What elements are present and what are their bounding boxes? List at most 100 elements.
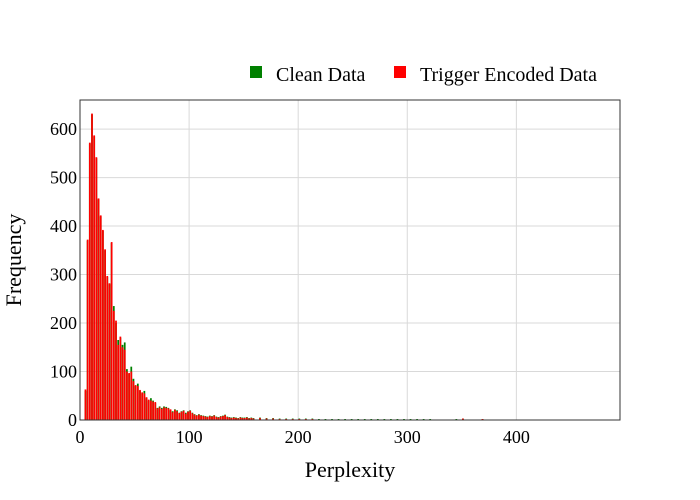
bar-trigger-encoded-data — [193, 414, 196, 420]
y-tick-label: 600 — [50, 119, 77, 139]
bar-trigger-encoded-data — [202, 416, 205, 420]
bar-trigger-encoded-data — [95, 157, 98, 420]
bar-trigger-encoded-data — [86, 239, 89, 420]
bar-trigger-encoded-data — [174, 409, 176, 420]
gridlines — [80, 100, 620, 420]
bar-trigger-encoded-data — [156, 408, 159, 420]
x-tick-label: 300 — [394, 427, 421, 447]
bar-trigger-encoded-data — [143, 393, 146, 420]
bar-trigger-encoded-data — [248, 418, 250, 420]
bar-trigger-encoded-data — [126, 371, 128, 420]
bar-trigger-encoded-data — [108, 283, 111, 420]
bar-trigger-encoded-data — [246, 417, 248, 420]
bar-trigger-encoded-data — [217, 417, 220, 420]
bar-trigger-encoded-data — [219, 416, 222, 420]
bar-trigger-encoded-data — [136, 386, 139, 420]
bar-trigger-encoded-data — [272, 418, 274, 420]
bar-trigger-encoded-data — [110, 242, 113, 420]
bar-trigger-encoded-data — [215, 417, 218, 420]
bar-trigger-encoded-data — [265, 418, 268, 420]
bar-trigger-encoded-data — [200, 415, 202, 420]
bar-trigger-encoded-data — [134, 385, 137, 420]
bar-trigger-encoded-data — [167, 408, 170, 420]
bar-trigger-encoded-data — [250, 418, 253, 420]
bar-trigger-encoded-data — [145, 397, 148, 420]
bar-trigger-encoded-data — [224, 415, 226, 420]
bar-trigger-encoded-data — [123, 349, 126, 420]
bar-trigger-encoded-data — [230, 418, 233, 420]
bar-trigger-encoded-data — [232, 417, 235, 420]
bar-trigger-encoded-data — [91, 113, 93, 421]
legend: Clean Data Trigger Encoded Data — [250, 64, 597, 86]
bar-trigger-encoded-data — [211, 416, 213, 420]
bar-trigger-encoded-data — [112, 310, 115, 420]
bar-trigger-encoded-data — [93, 135, 96, 421]
bar-trigger-encoded-data — [213, 415, 216, 420]
bar-trigger-encoded-data — [169, 409, 172, 420]
x-tick-label: 400 — [503, 427, 530, 447]
y-tick-label: 200 — [50, 313, 77, 333]
x-tick-label: 0 — [76, 427, 85, 447]
bar-trigger-encoded-data — [171, 412, 174, 420]
bar-trigger-encoded-data — [204, 416, 207, 420]
bar-trigger-encoded-data — [195, 415, 198, 420]
legend-swatch-clean — [250, 66, 262, 78]
bar-trigger-encoded-data — [180, 411, 183, 420]
bar-trigger-encoded-data — [88, 142, 91, 420]
histogram-bars — [84, 113, 602, 421]
bar-trigger-encoded-data — [176, 411, 178, 420]
y-tick-label: 100 — [50, 362, 77, 382]
bar-trigger-encoded-data — [187, 411, 189, 420]
legend-swatch-trigger — [394, 66, 406, 78]
x-tick-label: 100 — [176, 427, 203, 447]
bar-trigger-encoded-data — [132, 381, 135, 420]
bar-trigger-encoded-data — [141, 392, 144, 420]
bar-trigger-encoded-data — [226, 417, 229, 420]
bar-trigger-encoded-data — [99, 215, 102, 420]
bar-trigger-encoded-data — [241, 418, 244, 420]
bar-trigger-encoded-data — [115, 320, 117, 420]
bar-trigger-encoded-data — [97, 198, 100, 420]
legend-label-trigger: Trigger Encoded Data — [420, 64, 597, 86]
x-axis-ticks: 0 100 200 300 400 — [76, 427, 530, 447]
bar-trigger-encoded-data — [252, 418, 255, 420]
bar-trigger-encoded-data — [198, 414, 200, 420]
bar-trigger-encoded-data — [150, 400, 152, 420]
bar-trigger-encoded-data — [184, 413, 187, 420]
y-axis-ticks: 0 100 200 300 400 500 600 — [50, 119, 77, 430]
bar-trigger-encoded-data — [152, 401, 154, 420]
bar-trigger-encoded-data — [158, 407, 161, 420]
bar-trigger-encoded-data — [119, 336, 122, 420]
y-tick-label: 500 — [50, 168, 77, 188]
bar-trigger-encoded-data — [165, 407, 168, 420]
y-tick-label: 300 — [50, 265, 77, 285]
x-axis-title: Perplexity — [305, 457, 395, 482]
bar-trigger-encoded-data — [222, 416, 224, 420]
y-tick-label: 0 — [68, 410, 77, 430]
bar-trigger-encoded-data — [147, 399, 150, 420]
bar-trigger-encoded-data — [462, 418, 464, 420]
bar-trigger-encoded-data — [154, 402, 157, 420]
bar-trigger-encoded-data — [189, 410, 192, 420]
bar-trigger-encoded-data — [139, 389, 141, 420]
bar-trigger-encoded-data — [106, 276, 109, 420]
legend-label-clean: Clean Data — [276, 64, 366, 86]
bar-trigger-encoded-data — [237, 418, 240, 420]
bar-trigger-encoded-data — [84, 389, 87, 420]
bar-trigger-encoded-data — [104, 249, 106, 420]
bar-trigger-encoded-data — [259, 418, 261, 420]
bar-trigger-encoded-data — [239, 417, 242, 420]
y-axis-title: Frequency — [1, 214, 26, 307]
bar-trigger-encoded-data — [163, 407, 165, 420]
x-tick-label: 200 — [285, 427, 312, 447]
bar-trigger-encoded-data — [160, 408, 163, 420]
bar-trigger-encoded-data — [208, 416, 211, 420]
bar-trigger-encoded-data — [191, 413, 194, 420]
bar-trigger-encoded-data — [243, 418, 246, 420]
bar-trigger-encoded-data — [130, 371, 133, 420]
bar-trigger-encoded-data — [182, 410, 185, 420]
bar-trigger-encoded-data — [178, 413, 181, 420]
plot-frame — [79, 99, 621, 421]
bar-trigger-encoded-data — [128, 372, 130, 420]
